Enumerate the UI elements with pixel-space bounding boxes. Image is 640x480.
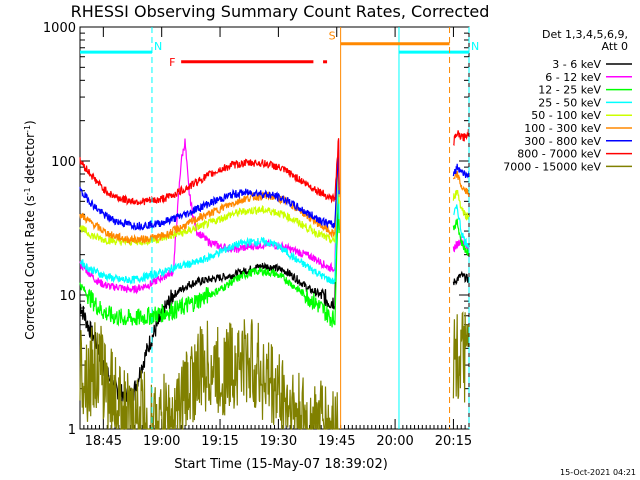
chart-title: RHESSI Observing Summary Count Rates, Co… (71, 2, 490, 21)
y-label-mid: detector (23, 133, 37, 188)
legend-label: 300 - 800 keV (524, 135, 601, 148)
legend-label: 25 - 50 keV (538, 96, 601, 109)
x-tick-label: 19:45 (318, 434, 355, 449)
x-tick-label: 19:15 (201, 434, 238, 449)
y-tick-label: 10 (59, 289, 76, 304)
plot-area (79, 129, 470, 430)
status-markers: N NFS (80, 27, 479, 429)
legend-label: 800 - 7000 keV (517, 148, 601, 161)
y-label-sup2: -1 (23, 125, 32, 133)
marker-label: F (169, 56, 175, 69)
timestamp: 15-Oct-2021 04:21 (560, 468, 636, 477)
legend-label: 3 - 6 keV (552, 58, 601, 71)
x-tick-label: 20:00 (376, 434, 413, 449)
legend-label: 100 - 300 keV (524, 122, 601, 135)
series-line-7 (79, 129, 470, 206)
y-tick-label: 1 (68, 423, 76, 438)
y-axis-label: Corrected Count Rate (s-1 detector-1) (23, 120, 38, 339)
x-tick-label: 19:30 (260, 434, 297, 449)
series-line-0 (79, 193, 470, 404)
x-tick-label: 20:15 (435, 434, 472, 449)
y-label-sup1: -1 (23, 187, 32, 195)
marker-label: N (154, 40, 162, 53)
x-tick-label: 18:45 (85, 434, 122, 449)
y-tick-label: 100 (51, 155, 76, 170)
legend-label: 50 - 100 keV (531, 109, 601, 122)
legend-header: Att 0 (602, 40, 628, 53)
marker-label: N (471, 40, 479, 53)
y-label-text: Corrected Count Rate (s (23, 195, 37, 339)
y-tick-label: 1000 (43, 21, 76, 36)
legend-header: Det 1,3,4,5,6,9, (542, 28, 628, 41)
x-axis-label: Start Time (15-May-07 18:39:02) (174, 457, 388, 472)
series-line-3 (79, 171, 470, 285)
series-line-8 (79, 311, 470, 430)
y-label-end: ) (23, 120, 37, 125)
legend-label: 12 - 25 keV (538, 84, 601, 97)
y-axis: 1 10 100 1000 (43, 21, 469, 438)
x-tick-label: 19:00 (143, 434, 180, 449)
series-line-2 (79, 196, 470, 328)
marker-label: S (329, 30, 336, 43)
series-line-6 (79, 149, 470, 232)
legend-label: 7000 - 15000 keV (503, 160, 601, 173)
legend-label: 6 - 12 keV (545, 71, 601, 84)
